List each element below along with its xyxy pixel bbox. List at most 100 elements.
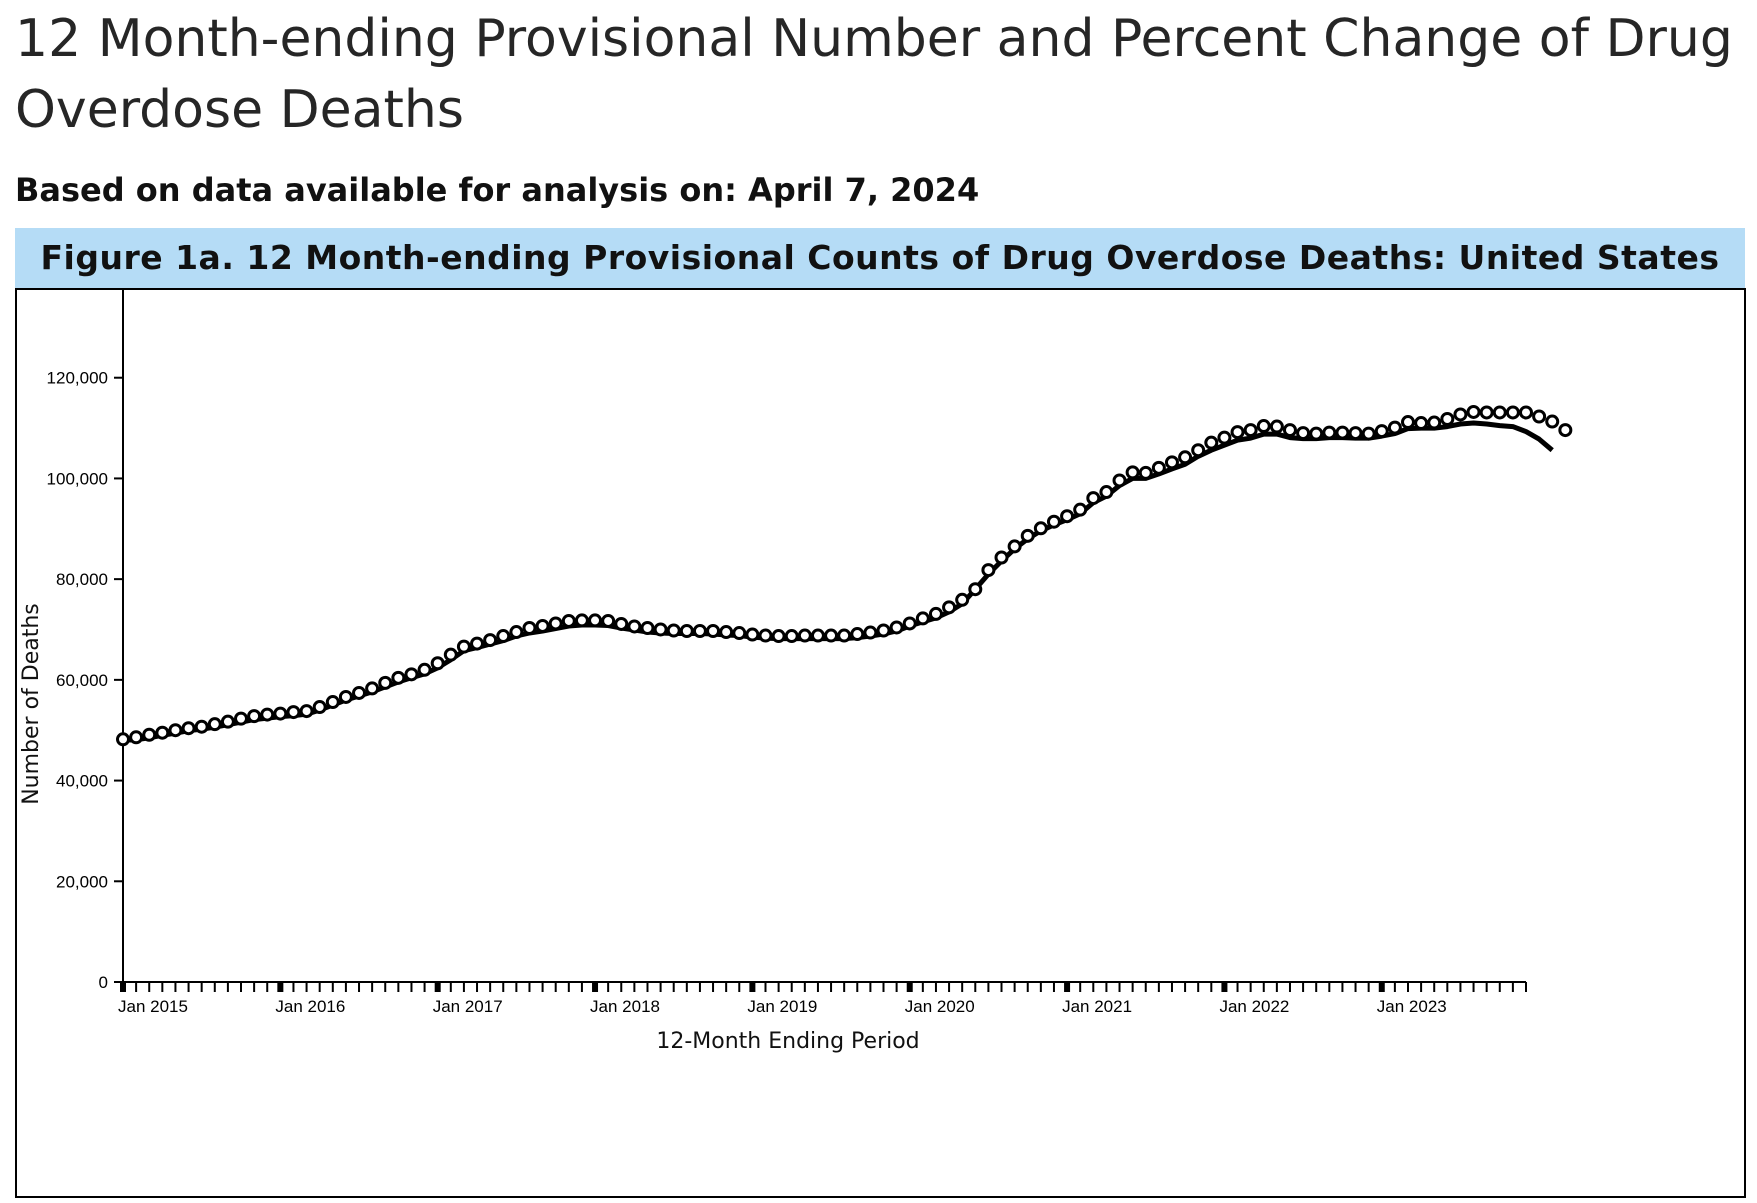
series-point-reported	[837, 628, 852, 643]
series-point-reported	[286, 705, 301, 720]
x-tick-major	[1221, 982, 1228, 992]
page-subtitle: Based on data available for analysis on:…	[15, 171, 980, 209]
x-tick-major	[434, 982, 441, 992]
series-point-reported	[1492, 405, 1507, 420]
series-point-reported	[1348, 426, 1363, 441]
series-point-reported	[194, 719, 209, 734]
figure-header: Figure 1a. 12 Month-ending Provisional C…	[15, 228, 1745, 288]
series-point-reported	[378, 675, 393, 690]
series-point-reported	[1269, 419, 1284, 434]
series-point-reported	[1545, 414, 1560, 429]
y-tick-label: 20,000	[56, 872, 108, 891]
series-point-reported	[706, 624, 721, 639]
series-point-reported	[902, 616, 917, 631]
chart-svg: 0 20,000 40,000 60,000 80,000 100,000 120,000 1…	[19, 290, 1573, 1054]
series-point-reported	[1138, 465, 1153, 480]
series-point-reported	[1178, 450, 1193, 465]
series-point-reported	[1440, 412, 1455, 427]
series-point-reported	[365, 681, 380, 696]
x-tick-major	[277, 982, 284, 992]
series-point-reported	[391, 670, 406, 685]
series-point-reported	[234, 711, 249, 726]
series-point-reported	[601, 613, 616, 628]
series-point-reported	[1230, 425, 1245, 440]
series-point-reported	[1020, 528, 1035, 543]
series-point-reported	[614, 616, 629, 631]
y-tick-label: 0	[99, 973, 108, 992]
series-point-reported	[876, 623, 891, 638]
series-point-reported	[1479, 405, 1494, 420]
series-point-reported	[640, 620, 655, 635]
series-point-reported	[325, 695, 340, 710]
series-point-reported	[404, 667, 419, 682]
series-point-reported	[863, 625, 878, 640]
series-point-reported	[719, 625, 734, 640]
series-point-reported	[1073, 502, 1088, 517]
series-point-reported	[1007, 539, 1022, 554]
series-point-reported	[522, 620, 537, 635]
series-point-reported	[968, 582, 983, 597]
x-tick-label: Jan 2023	[1377, 997, 1447, 1016]
series-point-reported	[1151, 460, 1166, 475]
y-tick-label: 80,000	[56, 570, 108, 589]
series-layer	[116, 404, 1573, 747]
series-point-reported	[352, 685, 367, 700]
series-point-reported	[443, 647, 458, 662]
x-tick-label: Jan 2015	[118, 997, 188, 1016]
series-point-reported	[1505, 405, 1520, 420]
series-point-reported	[1374, 424, 1389, 439]
series-point-reported	[181, 721, 196, 736]
series-point-reported	[1335, 425, 1350, 440]
series-point-reported	[1322, 425, 1337, 440]
series-point-reported	[653, 622, 668, 637]
y-tick-label: 120,000	[47, 369, 108, 388]
series-point-reported	[273, 706, 288, 721]
y-tick-label: 60,000	[56, 671, 108, 690]
series-point-reported	[155, 725, 170, 740]
series-point-reported	[116, 732, 130, 747]
chart-container: 0 20,000 40,000 60,000 80,000 100,000 120,000 1…	[15, 288, 1746, 1198]
series-point-reported	[758, 628, 773, 643]
series-point-reported	[1191, 443, 1206, 458]
series-point-reported	[732, 626, 747, 641]
series-point-reported	[1519, 405, 1533, 420]
series-point-reported	[470, 636, 485, 651]
series-point-reported	[207, 717, 222, 732]
x-tick-major	[1378, 982, 1385, 992]
x-tick-major	[1064, 982, 1071, 992]
series-point-reported	[797, 628, 812, 643]
series-point-reported	[1204, 435, 1219, 450]
x-axis-title: 12-Month Ending Period	[656, 1029, 919, 1054]
series-point-reported	[1217, 430, 1232, 445]
series-point-reported	[574, 613, 589, 628]
series-point-reported	[1427, 415, 1442, 430]
y-axis: 020,00040,00060,00080,000100,000120,0001…	[47, 290, 124, 992]
series-point-reported	[1099, 485, 1114, 500]
series-point-reported	[692, 624, 707, 639]
series-point-reported	[168, 723, 183, 738]
series-point-reported	[220, 714, 235, 729]
series-point-reported	[535, 618, 550, 633]
x-tick-label: Jan 2017	[433, 997, 503, 1016]
series-point-reported	[1532, 409, 1547, 424]
series-point-reported	[679, 624, 694, 639]
series-point-reported	[627, 619, 642, 634]
series-point-reported	[942, 600, 957, 615]
series-point-reported	[955, 592, 970, 607]
series-point-reported	[509, 625, 524, 640]
series-point-reported	[1466, 404, 1481, 419]
series-point-reported	[1060, 509, 1075, 524]
series-point-reported	[1112, 473, 1127, 488]
x-tick-label: Jan 2016	[275, 997, 345, 1016]
series-point-reported	[129, 730, 144, 745]
x-axis: Jan 2015 Jan 2016 Jan 2017 Jan 2018 Jan 2019…	[118, 981, 1527, 1016]
series-point-reported	[496, 629, 511, 644]
x-tick-label: Jan 2021	[1062, 997, 1132, 1016]
x-tick-label: Jan 2018	[590, 997, 660, 1016]
series-point-reported	[784, 629, 799, 644]
series-point-reported	[1086, 491, 1101, 506]
series-point-reported	[1387, 420, 1402, 435]
x-tick-major	[120, 982, 126, 992]
series-point-reported	[299, 704, 314, 719]
series-point-reported	[771, 629, 786, 644]
